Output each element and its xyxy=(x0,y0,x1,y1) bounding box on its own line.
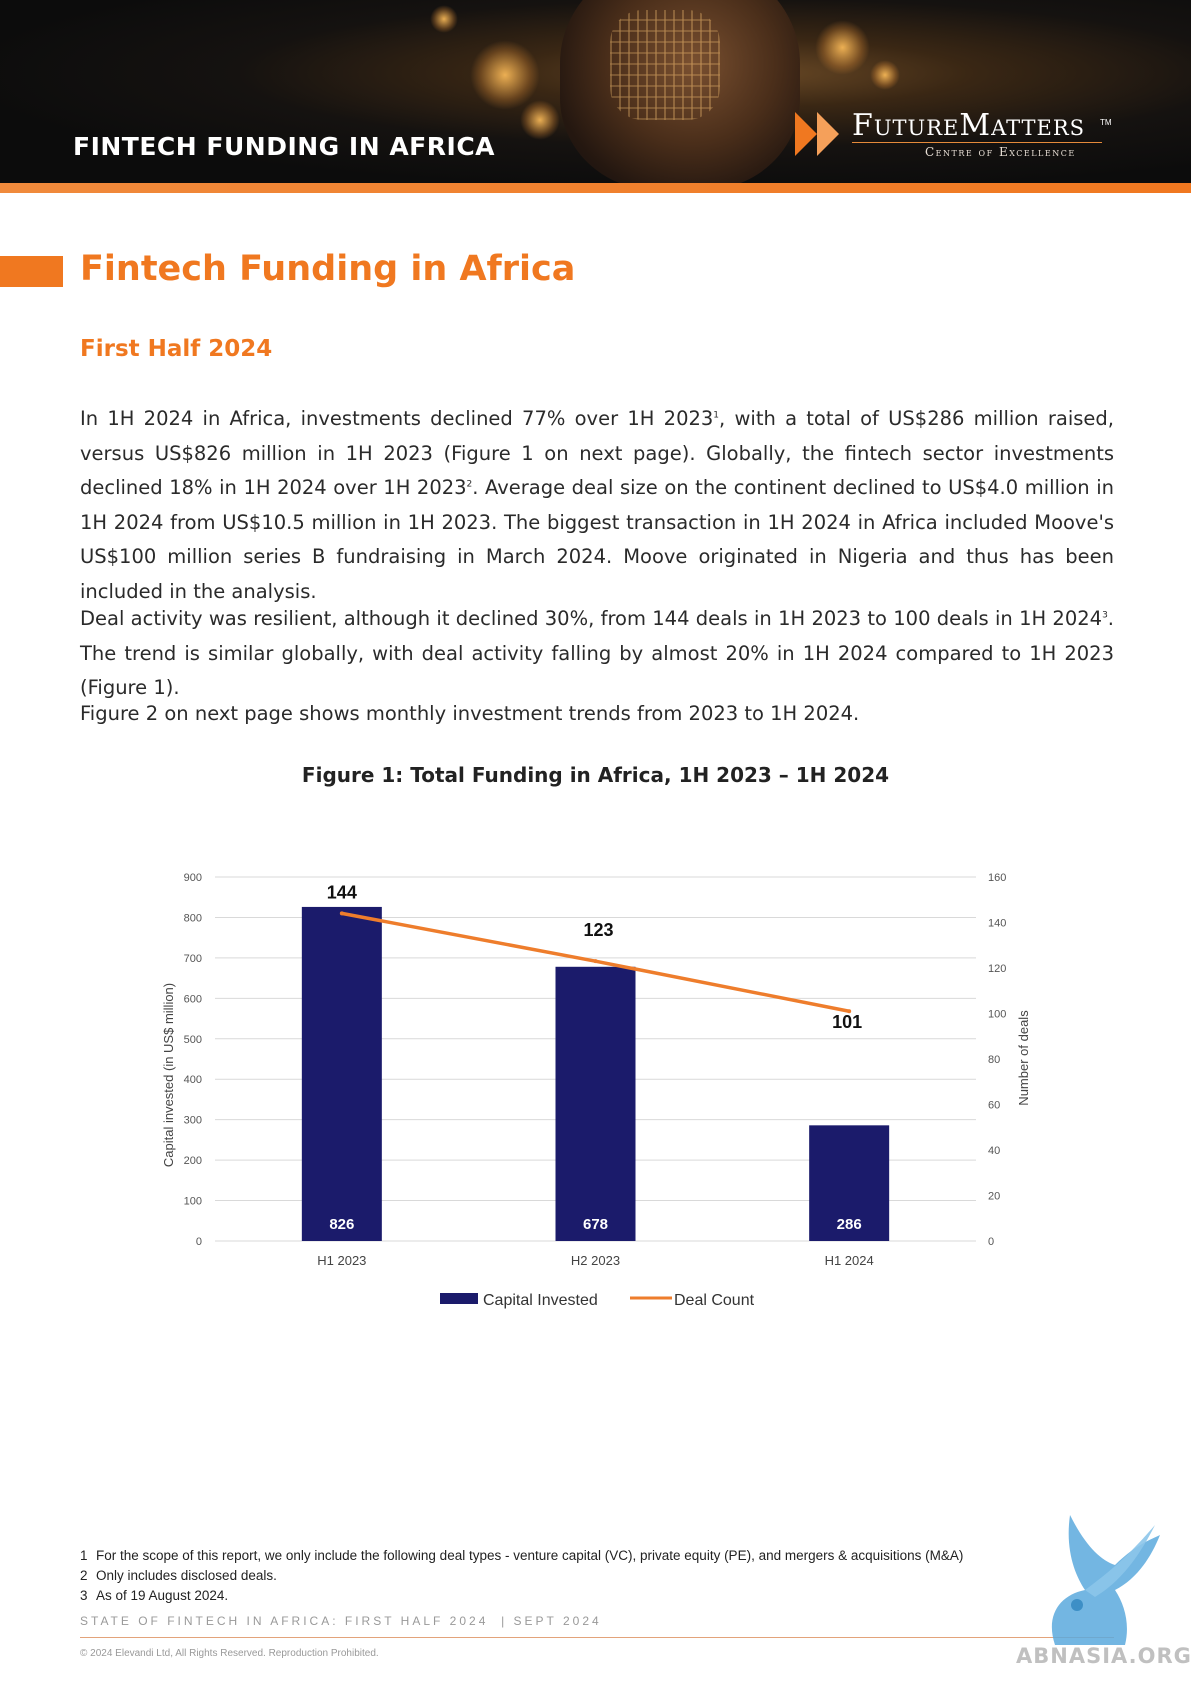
x-tick-label: H1 2023 xyxy=(317,1253,366,1268)
y-tick-label-left: 0 xyxy=(196,1236,202,1248)
footnote-ref: 2 xyxy=(466,479,473,490)
y-tick-label-right: 160 xyxy=(988,872,1006,884)
footnote-1: 1 For the scope of this report, we only i… xyxy=(80,1548,964,1563)
y-tick-label-right: 60 xyxy=(988,1100,1000,1112)
footnote-2: 2 Only includes disclosed deals. xyxy=(80,1568,277,1583)
footnote-ref: 3 xyxy=(1102,610,1108,621)
y-tick-label-right: 80 xyxy=(988,1054,1000,1066)
y-tick-label-right: 140 xyxy=(988,918,1006,930)
y-tick-label-right: 120 xyxy=(988,963,1006,975)
logo-subtitle: Centre of Excellence xyxy=(925,145,1076,159)
y-axis-label-left: Capital invested (in US$ million) xyxy=(161,983,176,1167)
y-tick-label-left: 200 xyxy=(184,1155,202,1167)
x-tick-label: H1 2024 xyxy=(825,1253,874,1268)
y-tick-label-left: 400 xyxy=(184,1074,202,1086)
deal-count-label: 144 xyxy=(327,882,357,902)
y-tick-label-left: 900 xyxy=(184,872,202,884)
deal-count-point xyxy=(593,959,598,964)
bar xyxy=(555,966,636,1241)
report-footer: STATE OF FINTECH IN AFRICA: FIRST HALF 2… xyxy=(80,1614,602,1628)
legend-capital-swatch xyxy=(440,1293,478,1304)
x-tick-label: H2 2023 xyxy=(571,1253,620,1268)
bokeh-light xyxy=(520,100,560,140)
page-title: Fintech Funding in Africa xyxy=(80,249,576,289)
title-accent-bar xyxy=(0,256,63,287)
deal-count-point xyxy=(847,1009,852,1014)
deal-count-point xyxy=(339,911,344,916)
y-tick-label-right: 0 xyxy=(988,1236,994,1248)
paragraph-investments: In 1H 2024 in Africa, investments declin… xyxy=(80,407,1114,603)
logo-divider xyxy=(852,142,1102,143)
bar-value-label: 826 xyxy=(329,1216,354,1233)
footnote-3: 3 As of 19 August 2024. xyxy=(80,1588,229,1603)
section-subtitle: First Half 2024 xyxy=(80,336,273,362)
y-tick-label-right: 40 xyxy=(988,1145,1000,1157)
paragraph-deal-activity: Deal activity was resilient, although it… xyxy=(80,607,1114,699)
y-tick-label-left: 500 xyxy=(184,1034,202,1046)
bokeh-light xyxy=(870,60,900,90)
circuit-overlay xyxy=(610,10,720,120)
y-tick-label-left: 100 xyxy=(184,1196,202,1208)
watermark-text: ABNASIA.ORG xyxy=(1016,1644,1191,1668)
y-tick-label-left: 700 xyxy=(184,953,202,965)
footer-divider xyxy=(80,1637,1114,1638)
bar xyxy=(809,1125,890,1241)
logo-trademark: TM xyxy=(1100,118,1112,127)
bokeh-light xyxy=(815,20,870,75)
bar-value-label: 286 xyxy=(837,1216,862,1233)
bar-value-label: 678 xyxy=(583,1216,608,1233)
fast-forward-logo-icon xyxy=(795,112,839,156)
figure-title: Figure 1: Total Funding in Africa, 1H 20… xyxy=(301,763,890,787)
banner-title: FINTECH FUNDING IN AFRICA xyxy=(73,132,496,161)
deal-count-label: 123 xyxy=(583,920,613,940)
y-tick-label-left: 300 xyxy=(184,1115,202,1127)
portrait-image xyxy=(560,0,800,183)
bokeh-light xyxy=(470,40,540,110)
y-tick-label-left: 600 xyxy=(184,993,202,1005)
griffin-watermark-icon xyxy=(1051,1515,1160,1645)
footnote-ref: 1 xyxy=(713,410,720,421)
y-tick-label-left: 800 xyxy=(184,912,202,924)
bokeh-light xyxy=(430,5,458,33)
logo-name: FutureMatters xyxy=(852,108,1086,143)
y-tick-label-right: 20 xyxy=(988,1191,1000,1203)
copyright: © 2024 Elevandi Ltd, All Rights Reserved… xyxy=(80,1648,379,1659)
bar xyxy=(301,906,382,1241)
legend-capital-label: Capital Invested xyxy=(483,1292,598,1309)
y-tick-label-right: 100 xyxy=(988,1009,1006,1021)
paragraph-figure-2: Figure 2 on next page shows monthly inve… xyxy=(80,702,860,725)
header-strip xyxy=(0,183,1191,193)
legend-deal-label: Deal Count xyxy=(674,1292,755,1309)
header-banner: FINTECH FUNDING IN AFRICA FutureMatters … xyxy=(0,0,1191,183)
footnotes: 1 For the scope of this report, we only i… xyxy=(80,1546,963,1606)
y-axis-label-right: Number of deals xyxy=(1016,1010,1031,1106)
deal-count-label: 101 xyxy=(832,1012,862,1032)
